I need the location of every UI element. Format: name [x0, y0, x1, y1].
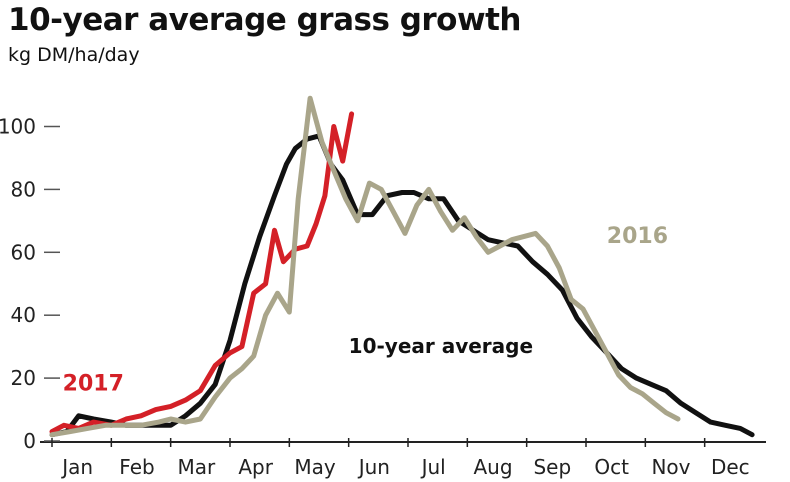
series-label-2016: 2016: [607, 224, 668, 249]
x-tick-label: Feb: [119, 455, 154, 479]
series-layer: [49, 95, 755, 438]
y-tick-label: 80: [11, 177, 36, 201]
x-tick-label: Jul: [420, 455, 446, 479]
y-tick-label: 100: [0, 115, 36, 139]
x-tick-label: Jun: [357, 455, 390, 479]
x-tick-label: Sep: [533, 455, 571, 479]
x-tick-label: Nov: [651, 455, 690, 479]
x-tick-label: Mar: [177, 455, 216, 479]
chart-unit-label: kg DM/ha/day: [8, 44, 140, 66]
series-label-10-year-average: 10-year average: [349, 334, 533, 358]
x-tick-label: Aug: [473, 455, 512, 479]
y-tick-label: 20: [11, 366, 36, 390]
x-tick-label: Dec: [711, 455, 750, 479]
x-tick-label: Jan: [60, 455, 93, 479]
x-tick-label: Oct: [594, 455, 629, 479]
x-tick-label: May: [294, 455, 336, 479]
series-line-2016: [49, 95, 681, 438]
axes-layer: 0 20 40 60 80 100 Jan Feb Mar Apr May Jun Jul Aug Sep O…: [0, 115, 766, 479]
y-tick-label: 0: [23, 429, 36, 453]
annotation-layer: 2017 2016 10-year average: [63, 224, 668, 397]
y-tick-label: 40: [11, 303, 36, 327]
series-label-2017: 2017: [63, 372, 124, 397]
y-tick-label: 60: [11, 240, 36, 264]
chart-title: 10-year average grass growth: [8, 2, 522, 38]
series-line-10-year-average: [49, 133, 755, 438]
x-tick-label: Apr: [238, 455, 273, 479]
